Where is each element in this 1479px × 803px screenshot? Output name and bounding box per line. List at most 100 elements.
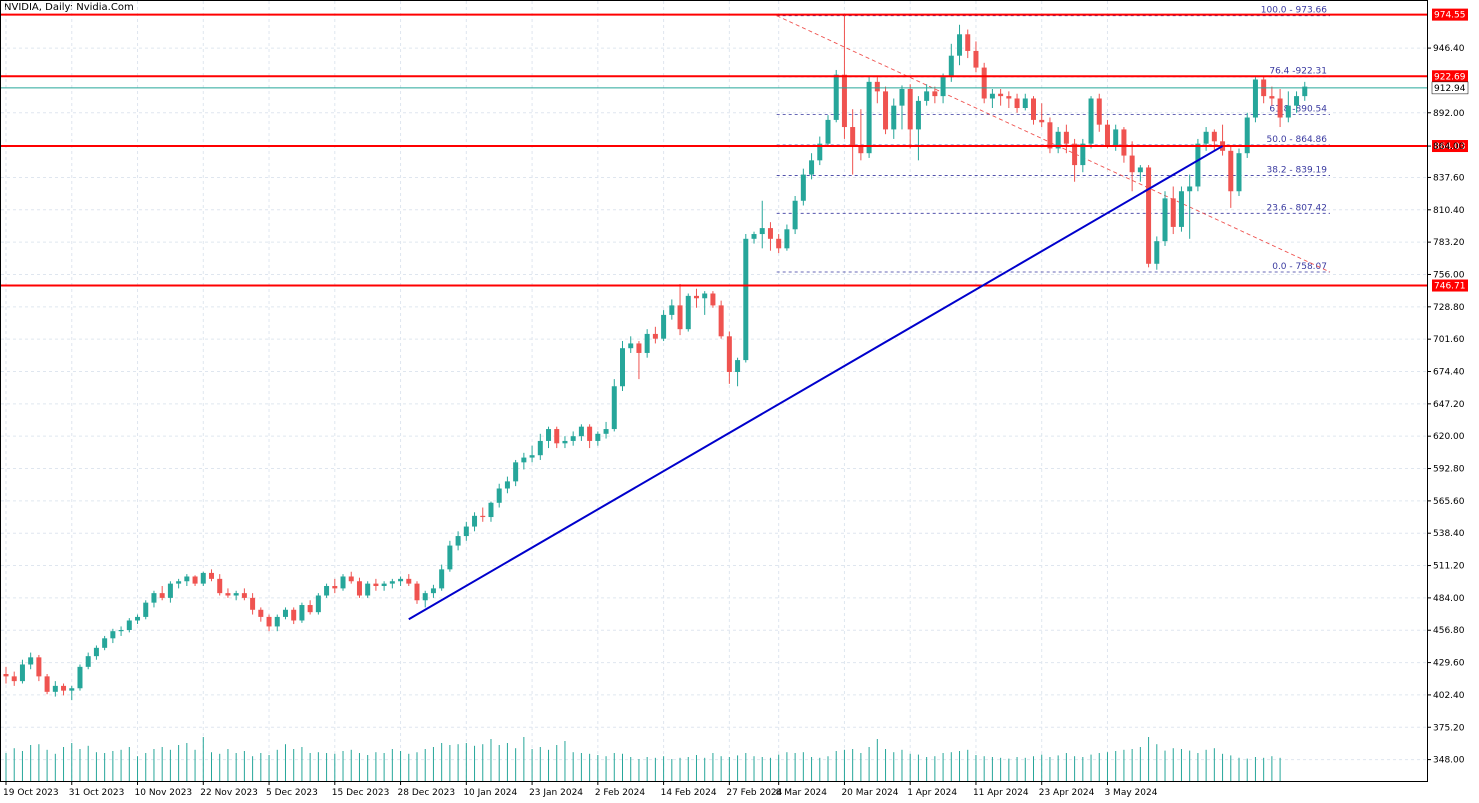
candle-bull xyxy=(28,657,34,665)
candle-bull xyxy=(422,593,428,601)
y-tick-label: 456.80 xyxy=(1433,626,1465,636)
candle-bull xyxy=(940,77,946,97)
volume-bars xyxy=(5,737,1281,781)
candle-bull xyxy=(899,88,905,106)
trendline xyxy=(408,145,1224,621)
candle-bear xyxy=(1228,150,1234,192)
fib-level-label: 76.4 -922.31 xyxy=(1269,67,1327,77)
candle-bear xyxy=(965,34,971,51)
candle-bear xyxy=(1072,143,1078,166)
candle-bull xyxy=(792,200,798,230)
y-tick-label: 946.40 xyxy=(1433,44,1465,54)
candle-bull xyxy=(891,105,897,130)
candle-bull xyxy=(126,620,132,630)
candle-bull xyxy=(570,436,576,441)
y-tick-label: 674.40 xyxy=(1433,368,1465,378)
candle-bull xyxy=(1113,129,1119,147)
candle-bull xyxy=(562,440,568,444)
candle-bear xyxy=(1129,155,1135,173)
chart-title: NVIDIA, Daily: Nvidia.Com xyxy=(4,2,134,13)
price-tag xyxy=(1432,140,1468,153)
candle-bear xyxy=(36,657,42,677)
candle-bull xyxy=(669,305,675,315)
plot-frame xyxy=(0,0,1428,782)
candle-bear xyxy=(159,593,165,598)
candle-bear xyxy=(44,676,50,692)
candle-bear xyxy=(217,578,223,594)
y-tick-label: 402.40 xyxy=(1433,691,1465,701)
candle-bear xyxy=(1121,129,1127,156)
candle-bear xyxy=(1096,98,1102,125)
price-tag xyxy=(1432,8,1468,21)
fib-level-label: 61.8 -890.54 xyxy=(1269,105,1327,115)
candle-bull xyxy=(381,583,387,586)
time-axis: 19 Oct 2023 31 Oct 2023 10 Nov 2023 22 Nov … xyxy=(3,781,1158,798)
grid xyxy=(1,1,1427,781)
candle-bull xyxy=(611,386,617,430)
candle-bear xyxy=(1063,131,1069,144)
candle-bull xyxy=(135,616,141,621)
candle-bear xyxy=(406,578,412,584)
candle-bull xyxy=(817,143,823,161)
candle-bull xyxy=(743,238,749,361)
candle-bear xyxy=(3,673,9,677)
x-tick-label: 14 Feb 2024 xyxy=(661,788,717,798)
candle-bull xyxy=(825,119,831,144)
candle-bull xyxy=(488,502,494,518)
candle-bull xyxy=(513,462,519,482)
candle-bull xyxy=(537,440,543,456)
candle-bull xyxy=(77,666,83,689)
y-tick-label: 647.20 xyxy=(1433,400,1465,410)
candle-bull xyxy=(915,100,921,130)
y-tick-label: 864.00 xyxy=(1433,142,1465,152)
candle-bull xyxy=(184,576,190,582)
candle-bear xyxy=(11,676,17,682)
y-tick-label: 375.20 xyxy=(1433,723,1465,733)
candle-bear xyxy=(209,572,214,579)
x-tick-label: 19 Oct 2023 xyxy=(3,788,59,798)
candle-bull xyxy=(1285,105,1291,118)
candle-bull xyxy=(389,581,395,584)
y-tick-label: 756.00 xyxy=(1433,270,1465,280)
candle-bull xyxy=(735,360,741,372)
candle-bear xyxy=(636,343,642,353)
y-tick-label: 810.40 xyxy=(1433,206,1465,216)
candle-bear xyxy=(307,605,313,613)
price-tag-label: 974.55 xyxy=(1434,11,1466,21)
candle-bear xyxy=(767,228,773,239)
y-tick-label: 565.60 xyxy=(1433,497,1465,507)
x-tick-label: 20 Mar 2024 xyxy=(841,788,898,798)
candle-bear xyxy=(677,305,683,330)
candle-bull xyxy=(1080,143,1086,166)
candle-bull xyxy=(595,433,601,441)
candle-bull xyxy=(200,572,206,584)
trendline-group[interactable] xyxy=(408,145,1224,621)
x-tick-label: 28 Dec 2023 xyxy=(398,788,456,798)
fib-level-label: 38.2 - 839.19 xyxy=(1267,166,1328,176)
candle-bear xyxy=(874,81,880,92)
y-tick-label: 429.60 xyxy=(1433,659,1465,669)
candle-bull xyxy=(578,426,584,437)
candle-bull xyxy=(299,605,305,621)
candle-bear xyxy=(480,515,486,518)
x-tick-label: 23 Jan 2024 xyxy=(529,788,583,798)
candle-bull xyxy=(866,81,872,154)
candle-bull xyxy=(472,515,478,527)
fib-diagonal xyxy=(776,15,1331,273)
candle-bull xyxy=(1195,143,1201,187)
candle-bear xyxy=(225,593,231,596)
current-price-label: 912.94 xyxy=(1434,84,1466,94)
candle-bear xyxy=(1014,98,1020,109)
horizontal-levels[interactable]: 974.55 922.69 864.03 746.71 912.94 xyxy=(1,8,1469,292)
candle-bear xyxy=(192,576,198,584)
candle-bull xyxy=(1203,131,1209,144)
candle-bear xyxy=(981,67,987,99)
candle-bull xyxy=(315,595,321,613)
candle-bear xyxy=(907,88,913,130)
y-tick-label: 783.20 xyxy=(1433,238,1465,248)
candle-bear xyxy=(850,127,856,147)
y-tick-label: 837.60 xyxy=(1433,173,1465,183)
candle-bull xyxy=(1244,117,1250,154)
candle-bull xyxy=(1302,86,1308,97)
